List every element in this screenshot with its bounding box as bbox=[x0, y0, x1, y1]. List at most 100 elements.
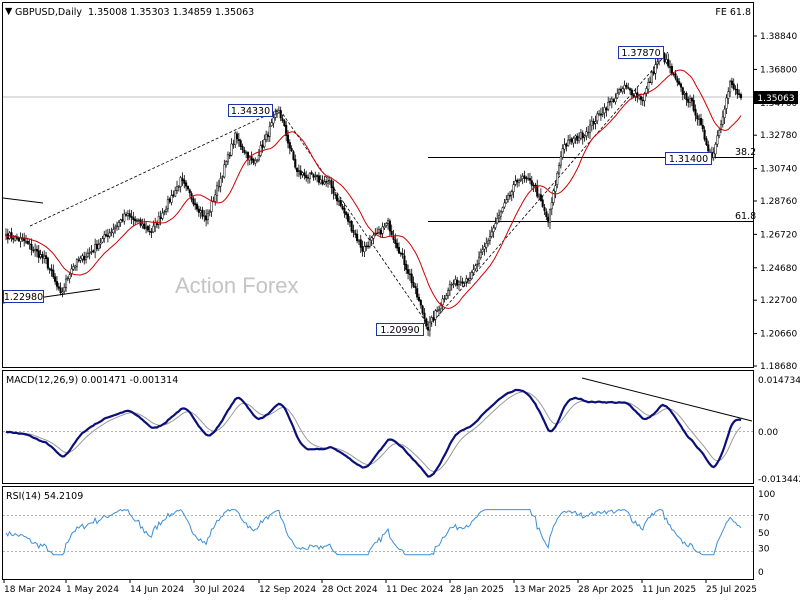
swing-label-4: 1.37870 bbox=[618, 46, 664, 59]
candle bbox=[281, 114, 284, 123]
candle bbox=[112, 223, 115, 238]
candle bbox=[479, 248, 482, 260]
time-tick-label: 11 Dec 2024 bbox=[386, 585, 444, 595]
candle bbox=[55, 276, 58, 291]
candle bbox=[132, 211, 135, 227]
candle bbox=[528, 172, 532, 185]
trendline-top-left bbox=[2, 197, 44, 204]
candle bbox=[61, 287, 64, 298]
rsi-tick-label: 100 bbox=[758, 490, 775, 500]
candle bbox=[705, 136, 708, 147]
candle bbox=[192, 196, 195, 207]
candle bbox=[676, 75, 679, 87]
price-tick-label: 1.36800 bbox=[760, 65, 797, 75]
macd-trendline bbox=[581, 377, 753, 422]
candle bbox=[257, 148, 260, 162]
candle bbox=[550, 197, 553, 216]
ohlc-values: 1.35008 1.35303 1.34859 1.35063 bbox=[88, 7, 254, 18]
candle bbox=[79, 255, 82, 264]
candle bbox=[135, 218, 139, 223]
time-tick-label: 30 Jul 2024 bbox=[194, 585, 245, 595]
candle bbox=[343, 202, 346, 218]
candle bbox=[99, 238, 102, 249]
candle bbox=[679, 82, 683, 92]
candle bbox=[485, 237, 488, 253]
candle bbox=[103, 230, 106, 243]
candle bbox=[186, 185, 189, 191]
candle bbox=[243, 146, 246, 155]
candle bbox=[736, 83, 739, 99]
candle bbox=[334, 191, 337, 200]
moving-average-line bbox=[5, 69, 742, 309]
candle bbox=[472, 264, 475, 276]
candle bbox=[388, 218, 391, 237]
rsi-tick-label: 30 bbox=[758, 545, 770, 555]
candle bbox=[447, 287, 450, 299]
candle bbox=[548, 208, 552, 230]
candle bbox=[647, 78, 650, 94]
fib-label-618: 61.8 bbox=[735, 211, 756, 222]
candle bbox=[507, 192, 510, 203]
candle bbox=[594, 115, 597, 130]
candle bbox=[607, 96, 610, 112]
candle bbox=[161, 207, 164, 221]
svg-text:1.22980: 1.22980 bbox=[4, 292, 43, 303]
rsi-axis: 100 70 50 30 0 bbox=[758, 490, 775, 578]
candle bbox=[350, 220, 353, 233]
candle bbox=[165, 205, 168, 216]
candle bbox=[517, 178, 521, 187]
candle bbox=[143, 218, 146, 230]
candle bbox=[401, 248, 404, 259]
candle bbox=[68, 271, 71, 284]
candle bbox=[74, 264, 77, 271]
candle bbox=[332, 180, 335, 200]
candle bbox=[701, 118, 704, 133]
candle bbox=[567, 134, 570, 147]
price-tick-label: 1.26720 bbox=[760, 230, 797, 240]
macd-title: MACD(12,26,9) 0.001471 -0.001314 bbox=[6, 375, 178, 386]
price-tick-label: 1.22700 bbox=[760, 296, 797, 306]
rsi-title: RSI(14) 54.2109 bbox=[6, 491, 83, 502]
fe-label: FE 61.8 bbox=[715, 7, 751, 18]
candle bbox=[376, 227, 379, 235]
candle bbox=[616, 88, 619, 100]
candle bbox=[505, 195, 508, 204]
candle bbox=[696, 112, 699, 126]
candle bbox=[10, 227, 13, 242]
candle bbox=[183, 175, 186, 189]
rsi-line bbox=[5, 508, 742, 556]
candle bbox=[363, 241, 366, 258]
candle bbox=[228, 151, 231, 160]
candle bbox=[336, 193, 339, 206]
candle bbox=[250, 151, 253, 165]
candle bbox=[558, 162, 561, 176]
candle bbox=[397, 242, 401, 255]
candle bbox=[303, 168, 306, 180]
candle bbox=[729, 79, 732, 97]
candle bbox=[425, 317, 428, 330]
candle bbox=[501, 206, 504, 214]
candle bbox=[541, 196, 544, 208]
time-tick-label: 28 Jan 2025 bbox=[450, 585, 504, 595]
price-tick-label: 1.32780 bbox=[760, 131, 797, 141]
price-tick-label: 1.24680 bbox=[760, 264, 797, 274]
candle bbox=[703, 126, 706, 142]
candle bbox=[279, 106, 282, 122]
candle bbox=[707, 140, 710, 154]
candle bbox=[490, 226, 493, 239]
candle bbox=[552, 188, 555, 206]
candle bbox=[512, 180, 515, 199]
candle bbox=[499, 210, 502, 221]
candle bbox=[508, 191, 511, 200]
candle bbox=[563, 138, 566, 154]
candle bbox=[578, 132, 581, 144]
candle bbox=[405, 260, 408, 274]
candle bbox=[101, 235, 104, 244]
candle bbox=[403, 249, 406, 271]
candle bbox=[185, 180, 188, 192]
candle bbox=[166, 195, 169, 213]
candle bbox=[370, 235, 373, 247]
candle bbox=[494, 217, 497, 230]
candle bbox=[37, 244, 40, 263]
